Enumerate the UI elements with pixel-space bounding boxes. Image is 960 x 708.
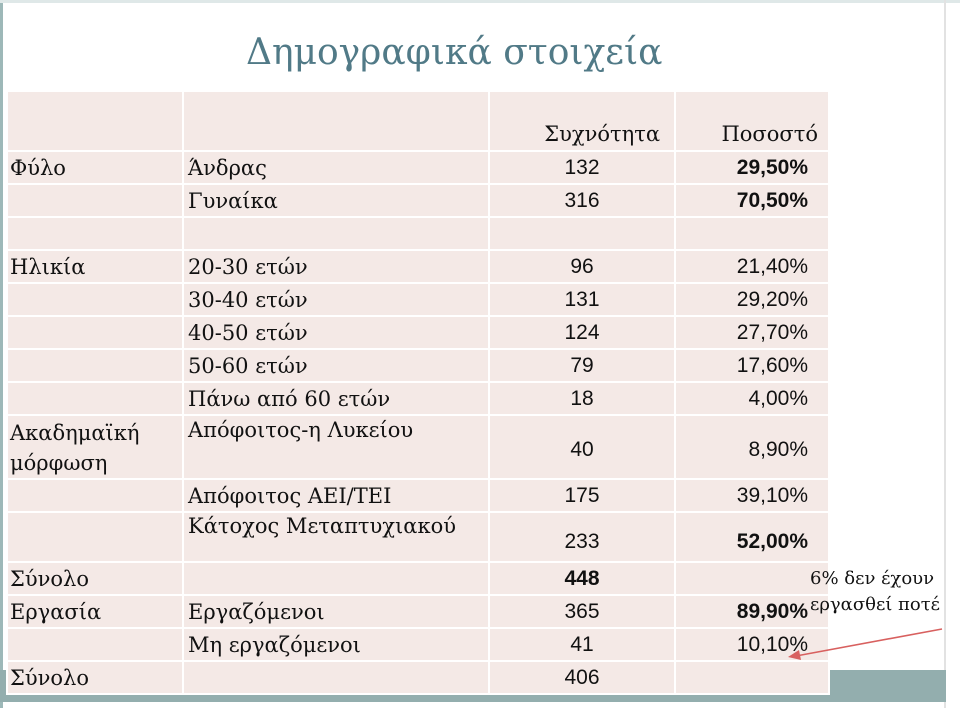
side-note-line: 6% δεν έχουν bbox=[810, 568, 935, 589]
row-category: Εργασία bbox=[6, 594, 184, 629]
row-percent: 29,50% bbox=[674, 150, 830, 185]
row-frequency: 124 bbox=[488, 315, 676, 350]
table-row: 40-50 ετών 124 27,70% bbox=[6, 315, 830, 350]
row-item: Απόφοιτος-η Λυκείου bbox=[182, 414, 490, 480]
row-item bbox=[182, 561, 490, 596]
row-percent bbox=[674, 660, 830, 695]
row-frequency: 96 bbox=[488, 249, 676, 284]
demographics-table: Συχνότητα Ποσοστό Φύλο Άνδρας 132 29,50%… bbox=[6, 90, 830, 695]
slide-top-border bbox=[0, 0, 960, 3]
table-row: Σύνολο 406 bbox=[6, 660, 830, 695]
row-category bbox=[6, 627, 184, 662]
header-frequency: Συχνότητα bbox=[488, 90, 676, 152]
row-category bbox=[6, 478, 184, 513]
row-percent: 21,40% bbox=[674, 249, 830, 284]
row-frequency: 316 bbox=[488, 183, 676, 218]
row-item: Γυναίκα bbox=[182, 183, 490, 218]
row-frequency: 131 bbox=[488, 282, 676, 317]
row-percent: 29,20% bbox=[674, 282, 830, 317]
row-item: Πάνω από 60 ετών bbox=[182, 381, 490, 416]
row-category: Ακαδημαϊκή μόρφωση bbox=[6, 414, 184, 480]
row-category bbox=[6, 183, 184, 218]
table-row: 50-60 ετών 79 17,60% bbox=[6, 348, 830, 383]
row-frequency: 132 bbox=[488, 150, 676, 185]
row-category: Ηλικία bbox=[6, 249, 184, 284]
row-item: Μη εργαζόμενοι bbox=[182, 627, 490, 662]
row-item bbox=[182, 216, 490, 251]
table-row: Πάνω από 60 ετών 18 4,00% bbox=[6, 381, 830, 416]
row-item: Εργαζόμενοι bbox=[182, 594, 490, 629]
row-percent: 89,90% bbox=[674, 594, 830, 629]
row-item: 30-40 ετών bbox=[182, 282, 490, 317]
row-frequency: 18 bbox=[488, 381, 676, 416]
row-category: Φύλο bbox=[6, 150, 184, 185]
row-item bbox=[182, 660, 490, 695]
row-category bbox=[6, 381, 184, 416]
row-percent bbox=[674, 561, 830, 596]
row-category bbox=[6, 511, 184, 563]
row-category bbox=[6, 348, 184, 383]
table-row: Απόφοιτος ΑΕΙ/ΤΕΙ 175 39,10% bbox=[6, 478, 830, 513]
row-percent: 10,10% bbox=[674, 627, 830, 662]
slide-title: Δημογραφικά στοιχεία bbox=[246, 32, 663, 73]
slide-left-border bbox=[0, 0, 3, 708]
table-row: Ηλικία 20-30 ετών 96 21,40% bbox=[6, 249, 830, 284]
row-frequency: 406 bbox=[488, 660, 676, 695]
row-item: Απόφοιτος ΑΕΙ/ΤΕΙ bbox=[182, 478, 490, 513]
side-note: 6% δεν έχουν εργασθεί ποτέ bbox=[810, 566, 940, 618]
table-row: Εργασία Εργαζόμενοι 365 89,90% bbox=[6, 594, 830, 629]
row-percent: 8,90% bbox=[674, 414, 830, 480]
row-percent: 17,60% bbox=[674, 348, 830, 383]
row-percent: 27,70% bbox=[674, 315, 830, 350]
row-percent: 39,10% bbox=[674, 478, 830, 513]
row-percent bbox=[674, 216, 830, 251]
table-row: Ακαδημαϊκή μόρφωση Απόφοιτος-η Λυκείου 4… bbox=[6, 414, 830, 480]
slide-right-border bbox=[944, 0, 946, 708]
arrow-icon bbox=[788, 628, 943, 660]
table-header-row: Συχνότητα Ποσοστό bbox=[6, 90, 830, 152]
row-frequency: 448 bbox=[488, 561, 676, 596]
table-row: 30-40 ετών 131 29,20% bbox=[6, 282, 830, 317]
table-row: Φύλο Άνδρας 132 29,50% bbox=[6, 150, 830, 185]
row-item: 50-60 ετών bbox=[182, 348, 490, 383]
side-note-line: εργασθεί ποτέ bbox=[810, 594, 940, 615]
table-row: Γυναίκα 316 70,50% bbox=[6, 183, 830, 218]
row-frequency bbox=[488, 216, 676, 251]
row-item: 20-30 ετών bbox=[182, 249, 490, 284]
table-row: Κάτοχος Μεταπτυχιακού 233 52,00% bbox=[6, 511, 830, 563]
table-row bbox=[6, 216, 830, 251]
row-frequency: 40 bbox=[488, 414, 676, 480]
header-blank-cell bbox=[182, 90, 490, 152]
row-percent: 52,00% bbox=[674, 511, 830, 563]
row-category bbox=[6, 216, 184, 251]
row-frequency: 233 bbox=[488, 511, 676, 563]
row-frequency: 41 bbox=[488, 627, 676, 662]
row-item: Κάτοχος Μεταπτυχιακού bbox=[182, 511, 490, 563]
row-category bbox=[6, 315, 184, 350]
table-row: Σύνολο 448 bbox=[6, 561, 830, 596]
row-percent: 70,50% bbox=[674, 183, 830, 218]
row-frequency: 365 bbox=[488, 594, 676, 629]
row-frequency: 175 bbox=[488, 478, 676, 513]
table-row: Μη εργαζόμενοι 41 10,10% bbox=[6, 627, 830, 662]
row-percent: 4,00% bbox=[674, 381, 830, 416]
row-item: Άνδρας bbox=[182, 150, 490, 185]
row-frequency: 79 bbox=[488, 348, 676, 383]
header-blank-cell bbox=[6, 90, 184, 152]
row-item: 40-50 ετών bbox=[182, 315, 490, 350]
row-category bbox=[6, 282, 184, 317]
header-percent: Ποσοστό bbox=[674, 90, 830, 152]
row-category: Σύνολο bbox=[6, 561, 184, 596]
row-category: Σύνολο bbox=[6, 660, 184, 695]
